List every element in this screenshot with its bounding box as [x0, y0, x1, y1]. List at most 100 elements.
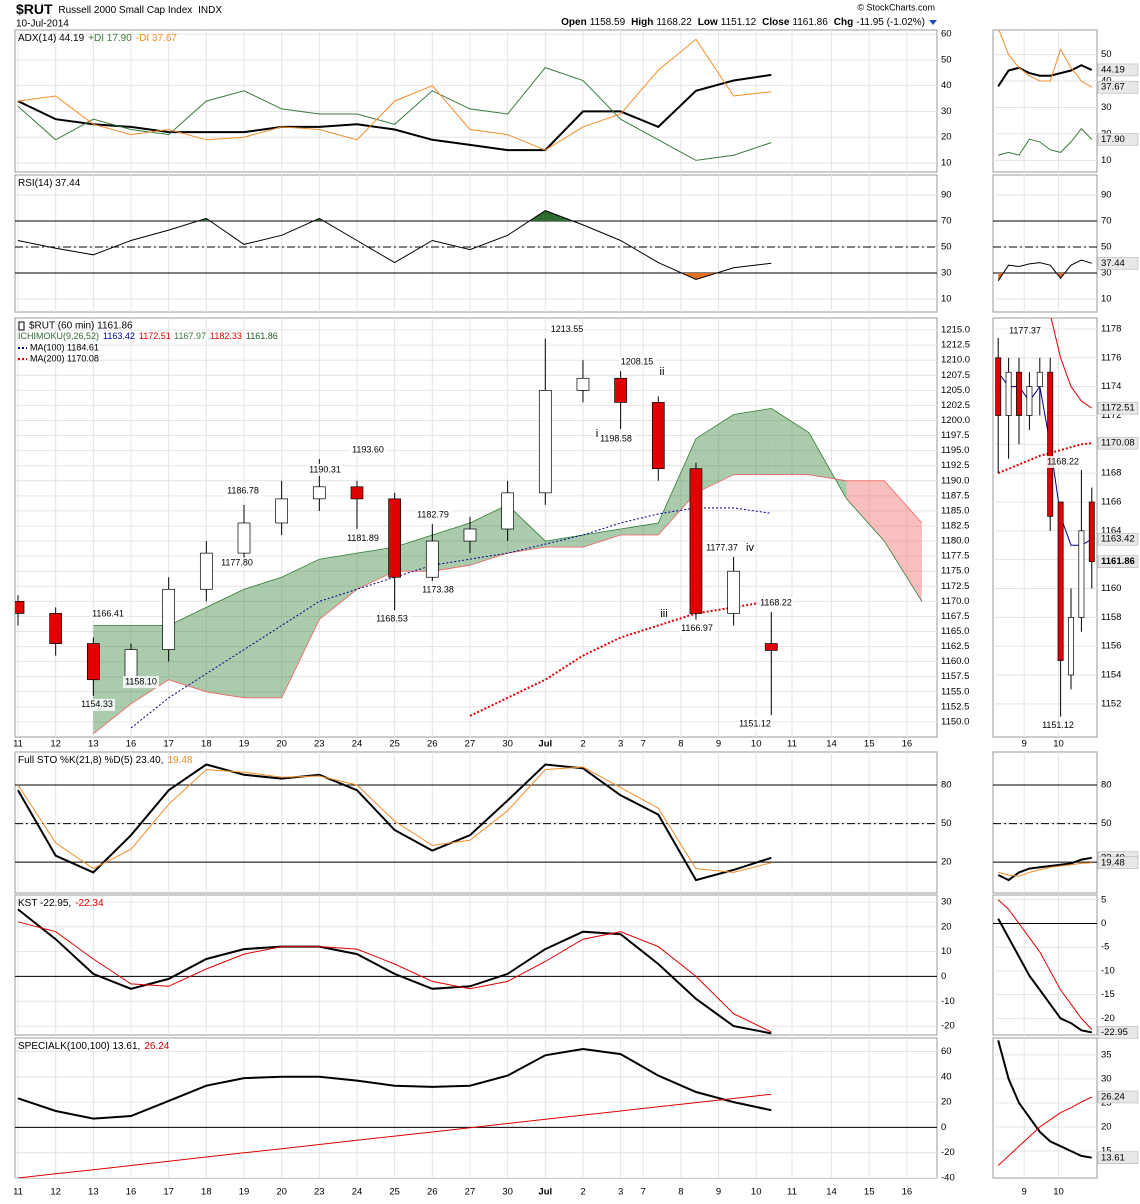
value-box	[1097, 63, 1139, 77]
annotation: 1166.97	[681, 623, 713, 633]
annotation: 1151.12	[1042, 720, 1074, 730]
value-box-label: 1172.51	[1101, 403, 1135, 414]
annotation-bg	[79, 698, 115, 711]
x-tick-label: 16	[902, 739, 913, 750]
series-line	[997, 442, 1092, 475]
y-tick-label: 20	[941, 857, 952, 868]
plot	[993, 1038, 1097, 1178]
y-tick-label: 1180.0	[941, 536, 969, 547]
annotation-bg	[374, 613, 410, 626]
annotation-bg	[307, 463, 343, 476]
candle-body	[463, 528, 477, 542]
plot	[15, 318, 937, 737]
candle-body	[1005, 371, 1012, 416]
annotation: 1154.33	[81, 699, 113, 709]
y-tick-label: 1155.0	[941, 686, 969, 697]
cloud	[356, 547, 395, 590]
legend-value: 1167.97	[174, 331, 206, 341]
plot	[15, 895, 937, 1035]
x-tick-label: 25	[389, 1187, 400, 1198]
x-tick-label: 12	[50, 1187, 61, 1198]
annotation: 1177.37	[706, 542, 738, 552]
legend-value: 1172.51	[139, 331, 171, 341]
y-tick-label: 10	[941, 157, 952, 168]
series-line	[17, 67, 772, 161]
y-tick-label: 1170.0	[941, 596, 969, 607]
symbol: $RUT	[16, 1, 53, 17]
y-tick-label: 50	[1101, 242, 1112, 253]
panel: 1150.0 1152.5 1155.0 1157.5 1160.0 1162.5 1165…	[13, 317, 970, 750]
y-tick-label: 1162.5	[941, 641, 969, 652]
value-box	[1097, 133, 1139, 146]
series-line	[17, 210, 772, 281]
candle-body	[199, 552, 213, 590]
cloud	[319, 553, 357, 620]
y-tick-label: 1185.0	[941, 505, 969, 516]
annotation: 1177.37	[1009, 325, 1041, 335]
plot-area	[14, 174, 938, 313]
value-box	[1097, 257, 1139, 270]
x-tick-label: 27	[465, 1187, 476, 1198]
y-tick-label: 10	[941, 946, 952, 957]
cloud	[695, 414, 734, 493]
y-tick-label: 1192.5	[941, 460, 969, 471]
y-tick-label: 30	[1101, 102, 1112, 113]
exchange: INDX	[198, 5, 222, 16]
annotation-bg	[345, 532, 381, 545]
annotation: 1186.78	[227, 486, 259, 496]
legend-value: 1161.86	[246, 331, 278, 341]
y-tick-label: 1165.0	[941, 626, 969, 637]
panel-title: $RUT (60 min) 1161.86	[29, 321, 133, 332]
y-tick-label: 80	[941, 780, 952, 791]
date: 10-Jul-2014	[16, 19, 69, 30]
y-tick-label: 35	[1101, 1049, 1112, 1060]
series-line	[17, 1093, 772, 1178]
y-tick-label: 1168	[1101, 468, 1121, 479]
value-box	[1097, 555, 1139, 568]
plot-area	[992, 29, 1098, 173]
annotation-bg	[420, 583, 456, 596]
candle-body	[727, 570, 740, 614]
x-tick-label: 7	[641, 1187, 646, 1198]
quote-value: 1168.22	[656, 17, 692, 28]
series-line	[997, 918, 1092, 1034]
y-tick-label: 90	[941, 190, 952, 201]
candle-body	[15, 601, 25, 614]
x-tick-label: 25	[389, 739, 400, 750]
cloud	[469, 504, 508, 566]
annotation: 1190.31	[309, 464, 341, 474]
cloud	[733, 408, 772, 475]
annotation-bg	[758, 597, 794, 610]
plot	[993, 175, 1097, 312]
x-tick-label: Jul	[538, 739, 552, 750]
y-tick-label: -5	[1101, 942, 1109, 953]
y-tick-label: 1176	[1101, 352, 1121, 363]
y-tick-label: 1197.5	[941, 430, 969, 441]
y-tick-label: 1175.0	[941, 566, 969, 577]
candle-body	[1078, 530, 1085, 618]
value-box	[1097, 1090, 1139, 1104]
panel: 20508023.4019.48	[992, 751, 1139, 894]
annotation: 1181.89	[347, 533, 379, 543]
y-tick-label: 70	[1101, 216, 1112, 227]
x-tick-label: 7	[641, 739, 646, 750]
series-line	[130, 507, 772, 729]
y-tick-label: 60	[941, 29, 952, 40]
x-tick-label: 10	[751, 1187, 762, 1198]
candle-body	[425, 540, 439, 578]
candle-body	[388, 498, 401, 578]
y-tick-label: 1172	[1101, 410, 1121, 421]
series-line	[997, 1096, 1093, 1166]
y-tick-label: 30	[941, 268, 952, 279]
candle-body	[1047, 371, 1054, 517]
y-tick-label: 30	[941, 896, 952, 907]
panel: -20 -10 0 10 20 30 KST -22.95, -22.34	[14, 894, 955, 1036]
annotation-bg	[1045, 455, 1081, 468]
x-tick-label: 19	[239, 739, 250, 750]
cloud	[206, 589, 244, 698]
